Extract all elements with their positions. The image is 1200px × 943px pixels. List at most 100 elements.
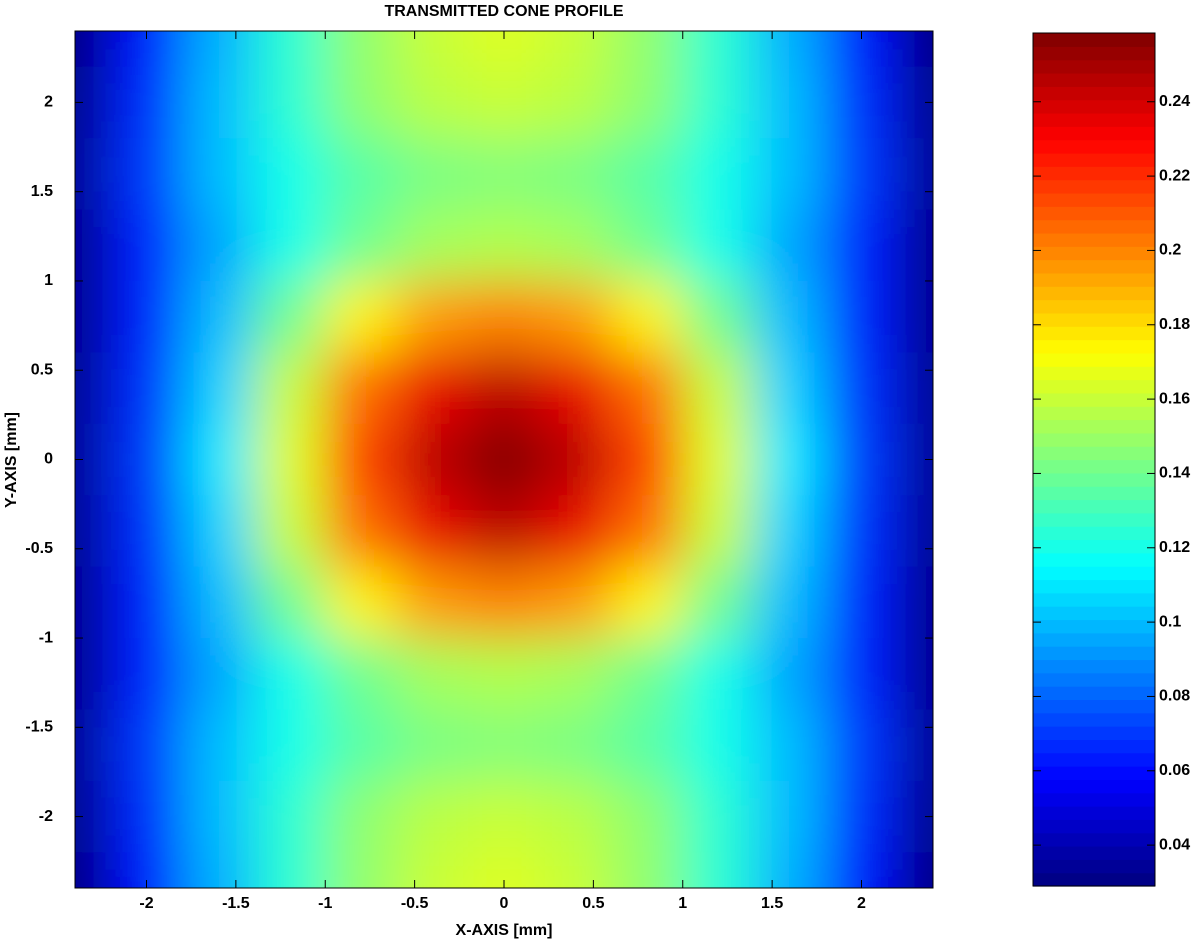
heatmap-cell <box>110 709 183 782</box>
heatmap-cell <box>75 852 112 888</box>
heatmap-cell <box>110 495 183 568</box>
heatmap-cell <box>611 280 684 353</box>
heatmap-cell <box>754 31 827 68</box>
heatmap-cell <box>396 709 469 782</box>
heatmap-cell <box>825 280 898 353</box>
heatmap-cell <box>253 638 326 710</box>
heatmap-cell <box>468 209 541 282</box>
colorbar: 0.04 0.06 0.08 0.1 0.12 0.14 0.16 0.18 0.2 0.22 0.… <box>1032 32 1190 887</box>
colorbar-swatch <box>1033 286 1155 301</box>
heatmap-cell <box>682 423 755 496</box>
heatmap-cell <box>682 66 755 139</box>
heatmap-cell <box>897 138 933 211</box>
heatmap-cell <box>897 852 933 888</box>
heatmap-cell <box>75 138 112 211</box>
colorbar-swatch <box>1033 499 1155 514</box>
heatmap-cell <box>611 423 684 496</box>
colorbar-swatch <box>1033 806 1155 820</box>
heatmap-cell <box>110 209 183 282</box>
heatmap-cell <box>682 566 755 639</box>
colorbar-swatch <box>1033 726 1155 740</box>
heatmap-cell <box>182 709 255 782</box>
heatmap-cell <box>396 495 469 568</box>
heatmap-cell <box>754 423 827 496</box>
y-tick-label: 2 <box>44 94 53 111</box>
colorbar-tick-label: 0.22 <box>1159 167 1190 184</box>
colorbar-tick-label: 0.12 <box>1159 539 1190 556</box>
colorbar-swatch <box>1033 659 1155 674</box>
y-tick-label: -0.5 <box>25 540 53 557</box>
colorbar-swatch <box>1033 792 1155 807</box>
heatmap-cell <box>396 352 469 425</box>
colorbar-swatch <box>1033 446 1155 461</box>
colorbar-swatch <box>1033 352 1155 367</box>
heatmap-cell <box>682 780 755 853</box>
heatmap-cell <box>182 638 255 710</box>
heatmap-cell <box>325 66 398 139</box>
colorbar-swatch <box>1033 272 1155 287</box>
heatmap-cell <box>75 66 112 139</box>
colorbar-swatch <box>1033 259 1155 274</box>
colorbar-swatch <box>1033 766 1155 780</box>
x-tick-label: -2 <box>139 895 153 912</box>
colorbar-swatch <box>1033 686 1155 701</box>
heatmap-cell <box>253 31 326 68</box>
colorbar-swatch <box>1033 566 1155 581</box>
x-tick-label: 1 <box>678 895 687 912</box>
heatmap-cell <box>325 638 398 710</box>
heatmap-cell <box>325 138 398 211</box>
colorbar-swatch <box>1033 33 1155 47</box>
heatmap-cell <box>611 209 684 282</box>
heatmap-cell <box>754 709 827 782</box>
colorbar-swatch <box>1033 152 1155 167</box>
heatmap-cell <box>325 209 398 282</box>
colorbar-swatch <box>1033 459 1155 474</box>
y-tick-label: 0.5 <box>31 361 53 378</box>
heatmap-cell <box>754 138 827 211</box>
heatmap-cell <box>611 138 684 211</box>
x-tick-label: 2 <box>857 895 866 912</box>
colorbar-swatch <box>1033 299 1155 314</box>
heatmap-cell <box>253 495 326 568</box>
colorbar-swatch <box>1033 872 1155 887</box>
heatmap-cell <box>825 566 898 639</box>
colorbar-swatch <box>1033 139 1155 154</box>
heatmap-cell <box>897 709 933 782</box>
heatmap-cell <box>468 280 541 353</box>
heatmap-cell <box>253 66 326 139</box>
heatmap-cell <box>539 280 612 353</box>
heatmap-cell <box>754 495 827 568</box>
colorbar-swatch <box>1033 592 1155 607</box>
heatmap-cell <box>468 495 541 568</box>
heatmap-cell <box>611 709 684 782</box>
heatmap-cell <box>539 852 612 888</box>
y-axis-label: Y-AXIS [mm] <box>3 412 20 508</box>
colorbar-swatch <box>1033 112 1155 127</box>
colorbar-swatch <box>1033 99 1155 114</box>
colorbar-swatch <box>1033 486 1155 501</box>
heatmap-cell <box>396 280 469 353</box>
colorbar-swatch <box>1033 472 1155 487</box>
heatmap-cell <box>325 423 398 496</box>
colorbar-swatch <box>1033 779 1155 794</box>
heatmap-cell <box>182 209 255 282</box>
heatmap-cell <box>75 31 112 68</box>
heatmap-cell <box>754 638 827 710</box>
x-tick-label: -1 <box>318 895 332 912</box>
colorbar-swatch <box>1033 646 1155 661</box>
heatmap-cell <box>325 280 398 353</box>
heatmap-cell <box>325 31 398 68</box>
x-tick-label: 0 <box>500 895 509 912</box>
colorbar-swatch <box>1033 72 1155 87</box>
y-tick-label: -1.5 <box>25 719 53 736</box>
colorbar-tick-label: 0.24 <box>1159 93 1190 110</box>
heatmap-cell <box>539 138 612 211</box>
heatmap-cell <box>110 780 183 853</box>
x-axis-label: X-AXIS [mm] <box>456 922 553 939</box>
heatmap-cell <box>682 31 755 68</box>
heatmap-cell <box>825 66 898 139</box>
heatmap-cell <box>754 780 827 853</box>
colorbar-swatch <box>1033 86 1155 101</box>
heatmap-cell <box>539 31 612 68</box>
colorbar-swatch <box>1033 739 1155 754</box>
